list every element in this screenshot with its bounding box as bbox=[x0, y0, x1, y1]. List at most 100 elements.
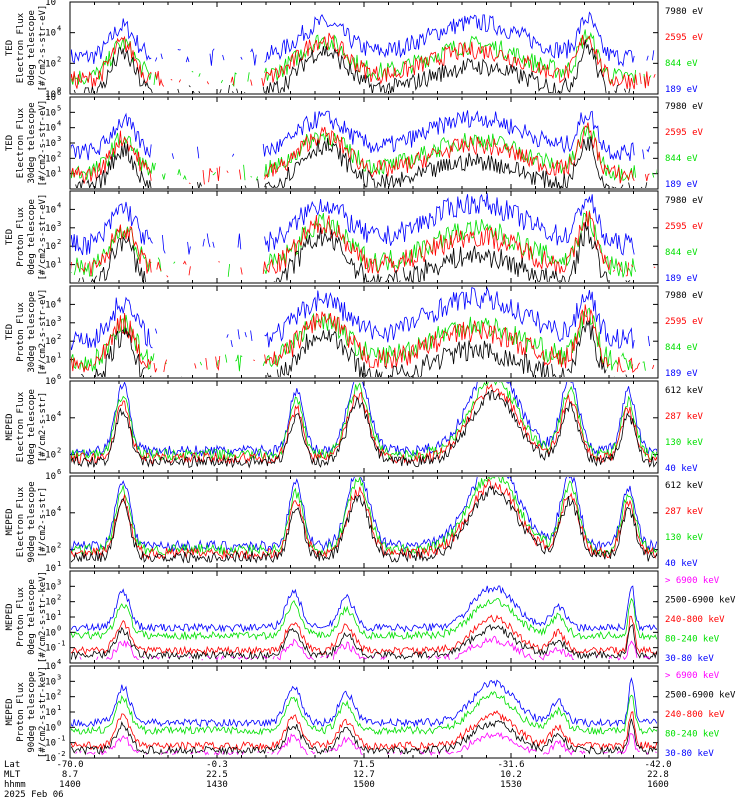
series-line bbox=[79, 656, 82, 660]
y-tick-exponent: 4 bbox=[57, 296, 61, 304]
series-line bbox=[652, 172, 655, 178]
series-group bbox=[71, 287, 655, 377]
series-line bbox=[232, 153, 235, 157]
series-line bbox=[73, 89, 76, 93]
series-line bbox=[243, 92, 246, 93]
series-line bbox=[611, 186, 617, 188]
series-line bbox=[247, 72, 250, 82]
y-axis-label-line: MEPED bbox=[5, 698, 15, 725]
y-tick-exponent: 1 bbox=[57, 609, 61, 617]
series-line bbox=[178, 79, 181, 83]
series-line bbox=[191, 70, 194, 73]
series-line bbox=[254, 656, 258, 659]
series-line bbox=[192, 90, 196, 93]
series--6900-kev bbox=[79, 635, 650, 661]
series-line bbox=[272, 655, 275, 660]
y-tick-exponent: 4 bbox=[57, 410, 61, 418]
y-tick-exponent: 0 bbox=[57, 624, 61, 632]
series-line bbox=[614, 84, 619, 93]
series-line bbox=[71, 201, 153, 256]
series-line bbox=[198, 73, 201, 77]
y-tick-label: 10 bbox=[45, 242, 56, 252]
y-tick-label: 10 bbox=[45, 451, 56, 461]
series-line bbox=[155, 328, 158, 334]
series-line bbox=[73, 226, 152, 277]
y-tick-label: 10 bbox=[45, 598, 56, 608]
series-line bbox=[617, 356, 626, 373]
series-line bbox=[542, 739, 575, 756]
x-tick-label: 22.5 bbox=[206, 770, 228, 780]
series-40-kev bbox=[71, 477, 657, 553]
series-line bbox=[212, 241, 215, 248]
series-line bbox=[647, 335, 650, 347]
series-line bbox=[631, 264, 634, 268]
series-130-kev bbox=[71, 477, 657, 556]
series-line bbox=[639, 72, 642, 84]
series-line bbox=[328, 736, 363, 756]
series-line bbox=[262, 210, 611, 275]
x-tick-label: 10.2 bbox=[500, 770, 522, 780]
series-line bbox=[617, 657, 621, 661]
series-line bbox=[655, 751, 657, 753]
y-axis-label-line: [#/cm2-s-str-eV] bbox=[38, 100, 48, 187]
y-tick-label: 10 bbox=[45, 29, 56, 39]
y-axis-label-line: Proton Flux bbox=[16, 207, 26, 267]
series-line bbox=[310, 751, 316, 755]
series-line bbox=[202, 170, 205, 185]
series-287-kev bbox=[71, 478, 657, 561]
series-line bbox=[75, 179, 85, 188]
series-line bbox=[237, 233, 242, 250]
y-axis-label-line: MEPED bbox=[5, 508, 15, 535]
y-tick-exponent: 2 bbox=[57, 594, 61, 602]
series-line bbox=[71, 390, 657, 469]
legend-entry: 287 keV bbox=[665, 412, 704, 422]
x-row-label: hhmm bbox=[4, 780, 26, 790]
series-2595-ev bbox=[71, 210, 656, 278]
legend-entry: 612 keV bbox=[665, 481, 704, 491]
legend-entry: 40 keV bbox=[665, 559, 698, 569]
legend-entry: 189 eV bbox=[665, 274, 698, 284]
y-tick-exponent: 3 bbox=[57, 673, 61, 681]
series-line bbox=[71, 624, 657, 661]
series-line bbox=[71, 478, 657, 561]
legend-entry: 7980 eV bbox=[665, 102, 704, 112]
y-axis-label-line: Proton Flux bbox=[16, 587, 26, 647]
series-line bbox=[71, 691, 657, 736]
y-tick-exponent: 6 bbox=[57, 0, 61, 2]
y-tick-label: 10 bbox=[45, 723, 56, 733]
series-line bbox=[197, 146, 200, 159]
legend-entry: 612 keV bbox=[665, 386, 704, 396]
series-line bbox=[71, 383, 657, 465]
series-2595-ev bbox=[71, 304, 655, 373]
series-line bbox=[90, 275, 97, 282]
y-tick-label: 10 bbox=[45, 170, 56, 180]
series-line bbox=[71, 710, 657, 751]
legend-entry: 130 keV bbox=[665, 533, 704, 543]
legend-entry: 189 eV bbox=[665, 85, 698, 95]
series-group bbox=[71, 11, 656, 93]
series-line bbox=[71, 38, 152, 85]
legend-entry: 2500-6900 keV bbox=[665, 596, 736, 606]
x-tick-label: -70.0 bbox=[56, 760, 83, 770]
y-tick-label: 10 bbox=[45, 754, 56, 764]
series-line bbox=[652, 364, 655, 370]
series-line bbox=[402, 221, 608, 282]
series-line bbox=[71, 130, 152, 184]
series-line bbox=[268, 227, 383, 282]
series-line bbox=[227, 85, 230, 93]
series-line bbox=[250, 176, 253, 178]
series-line bbox=[78, 278, 81, 282]
series-line bbox=[253, 359, 255, 362]
y-tick-label: 10 bbox=[45, 739, 56, 749]
legend-entry: 40 keV bbox=[665, 464, 698, 474]
series-line bbox=[164, 750, 169, 754]
y-tick-label: 10 bbox=[45, 90, 56, 100]
legend-entry: 2595 eV bbox=[665, 33, 704, 43]
series-line bbox=[167, 656, 170, 659]
y-axis-label-line: Proton Flux bbox=[16, 682, 26, 742]
series-line bbox=[612, 269, 615, 272]
legend-entry: 844 eV bbox=[665, 59, 698, 69]
series-line bbox=[71, 261, 72, 271]
